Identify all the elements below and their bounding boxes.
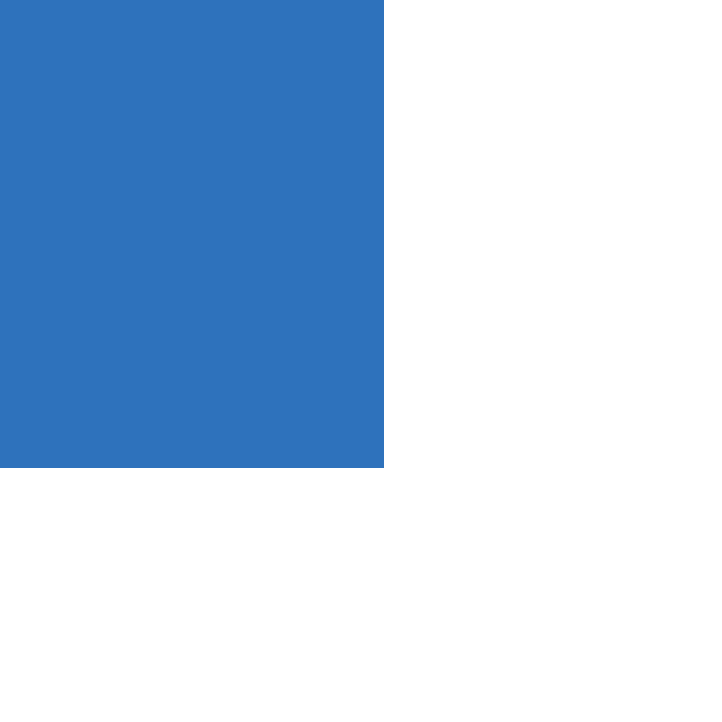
blue-rectangle-panel [0,0,384,468]
